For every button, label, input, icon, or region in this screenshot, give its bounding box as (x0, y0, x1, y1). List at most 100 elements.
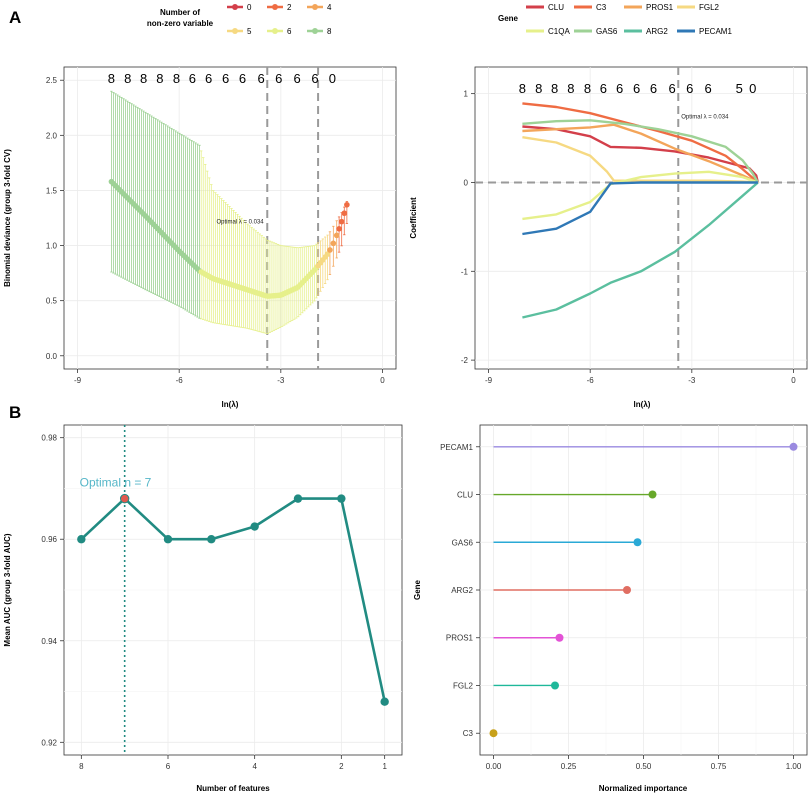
cv-top-count-label: 6 (258, 71, 265, 86)
coef-top-count-label: 8 (519, 81, 526, 96)
cv-top-count-label: 8 (156, 71, 163, 86)
cv-mean-point (341, 210, 348, 217)
cv-legend-marker-4 (312, 4, 318, 10)
importance-gene-label: PROS1 (446, 634, 474, 643)
coef-legend-label-arg2: ARG2 (646, 27, 668, 36)
cv-top-count-label: 8 (108, 71, 115, 86)
importance-gene-label: FGL2 (453, 681, 474, 690)
coef-top-count-label: 6 (669, 81, 676, 96)
coef-x-tick-label: -9 (485, 376, 493, 385)
cv-legend-marker-0 (232, 4, 238, 10)
importance-point-fgl2 (551, 681, 559, 690)
coef-legend-label-c3: C3 (596, 3, 607, 12)
cv-legend-label-8: 8 (327, 27, 332, 36)
cv-top-count-label: 6 (311, 71, 318, 86)
coef-y-axis-label: Coefficient (409, 197, 418, 239)
coef-top-count-label: 8 (584, 81, 591, 96)
importance-chart: 0.00 0.25 0.50 0.75 1.00 PECAM1 CLU GAS6 ARG2 PR… (413, 424, 808, 793)
importance-gene-label: CLU (457, 491, 473, 500)
cv-y-tick-label: 2.0 (46, 131, 58, 140)
cv-legend-label-2: 2 (287, 3, 292, 12)
cv-top-count-label: 6 (275, 71, 282, 86)
auc-x-axis-label: Number of features (196, 784, 270, 793)
cv-top-count-label: 0 (329, 71, 336, 86)
cv-mean-point (324, 251, 331, 257)
coef-top-count-label: 8 (535, 81, 542, 96)
importance-y-axis-label: Gene (413, 579, 422, 600)
coef-top-count-label: 6 (616, 81, 623, 96)
auc-optimal-n-annotation: Optimal n = 7 (80, 475, 152, 489)
cv-top-count-label: 6 (293, 71, 300, 86)
coef-legend-title: Gene (498, 14, 519, 23)
importance-gene-label: ARG2 (451, 586, 473, 595)
cv-top-count-label: 6 (205, 71, 212, 86)
coef-legend: Gene CLU C3 PROS1 FGL2 C1QA GAS6 ARG2 PECAM1 (498, 3, 732, 36)
coef-top-count-label: 0 (749, 81, 756, 96)
coef-legend-label-gas6: GAS6 (596, 27, 618, 36)
auc-y-tick-label: 0.96 (41, 535, 57, 544)
panel-label-a: A (9, 8, 21, 27)
cv-x-axis-label: ln(λ) (222, 400, 239, 409)
coef-path-arg2 (522, 181, 759, 319)
cv-y-tick-label: 0.5 (46, 297, 58, 306)
importance-x-axis-label: Normalized importance (599, 784, 688, 793)
auc-y-tick-label: 0.94 (41, 637, 57, 646)
cv-legend-marker-6 (272, 28, 278, 34)
auc-point (337, 494, 346, 503)
coef-optimal-lambda-annotation: Optimal λ = 0.034 (681, 115, 729, 121)
cv-legend-label-4: 4 (327, 3, 332, 12)
coef-y-tick-label: -2 (461, 356, 469, 365)
importance-point-arg2 (623, 586, 631, 594)
coef-legend-label-pecam1: PECAM1 (699, 27, 732, 36)
cv-top-count-label: 6 (239, 71, 246, 86)
cv-legend-marker-2 (272, 4, 278, 10)
cv-mean-point (336, 226, 342, 232)
cv-legend-marker-5 (232, 28, 238, 34)
coef-top-count-label: 8 (567, 81, 574, 96)
cv-mean-point (344, 201, 350, 208)
auc-y-tick-label: 0.92 (41, 738, 57, 747)
cv-y-tick-label: 2.5 (46, 76, 58, 85)
coef-legend-label-c1qa: C1QA (548, 27, 570, 36)
cv-x-tick-label: -9 (74, 376, 82, 385)
coef-x-tick-label: 0 (791, 376, 796, 385)
auc-x-tick-label: 1 (382, 762, 387, 771)
coef-x-axis-label: ln(λ) (634, 400, 651, 409)
coef-path-pros1 (522, 123, 759, 184)
coef-path-c3 (522, 102, 759, 184)
cv-x-tick-label: 0 (380, 376, 385, 385)
cv-x-tick-label: -3 (277, 376, 285, 385)
auc-x-tick-label: 6 (166, 762, 171, 771)
coef-legend-label-fgl2: FGL2 (699, 3, 720, 12)
cv-mean-point (330, 240, 337, 247)
importance-gene-label: C3 (463, 729, 474, 738)
cv-y-tick-label: 1.0 (46, 242, 58, 251)
cv-top-count-label: 8 (140, 71, 147, 86)
coef-top-count-label: 6 (650, 81, 657, 96)
auc-point (380, 697, 389, 706)
coef-path-gas6 (522, 119, 759, 184)
auc-point (250, 522, 259, 531)
auc-line (80, 497, 386, 702)
auc-features-chart: Optimal n = 7 8 6 4 2 1 0.92 0.94 0.96 0.98 Num… (3, 424, 403, 793)
cv-legend-label-6: 6 (287, 27, 292, 36)
cv-top-count-label: 8 (173, 71, 180, 86)
cv-legend: Number of non-zero variable 0 2 4 5 6 8 (147, 3, 332, 36)
auc-y-tick-label: 0.98 (41, 434, 57, 443)
importance-point-pros1 (555, 633, 564, 642)
cv-legend-marker-8 (312, 28, 318, 34)
importance-x-tick-label: 0.50 (636, 762, 652, 771)
cv-top-count-label: 6 (189, 71, 196, 86)
cv-mean-point (327, 247, 333, 253)
importance-point-clu (648, 490, 657, 499)
auc-x-tick-label: 4 (252, 762, 257, 771)
importance-x-tick-label: 1.00 (786, 762, 802, 771)
cv-y-tick-label: 0.0 (46, 352, 58, 361)
cv-mean-point (338, 218, 345, 225)
cv-y-axis-label: Binomial deviance (group 3-fold CV) (3, 149, 12, 287)
cv-y-tick-label: 1.5 (46, 186, 58, 195)
coef-path-pecam1 (522, 181, 758, 236)
coef-top-count-label: 5 (736, 81, 743, 96)
auc-point (163, 535, 173, 544)
